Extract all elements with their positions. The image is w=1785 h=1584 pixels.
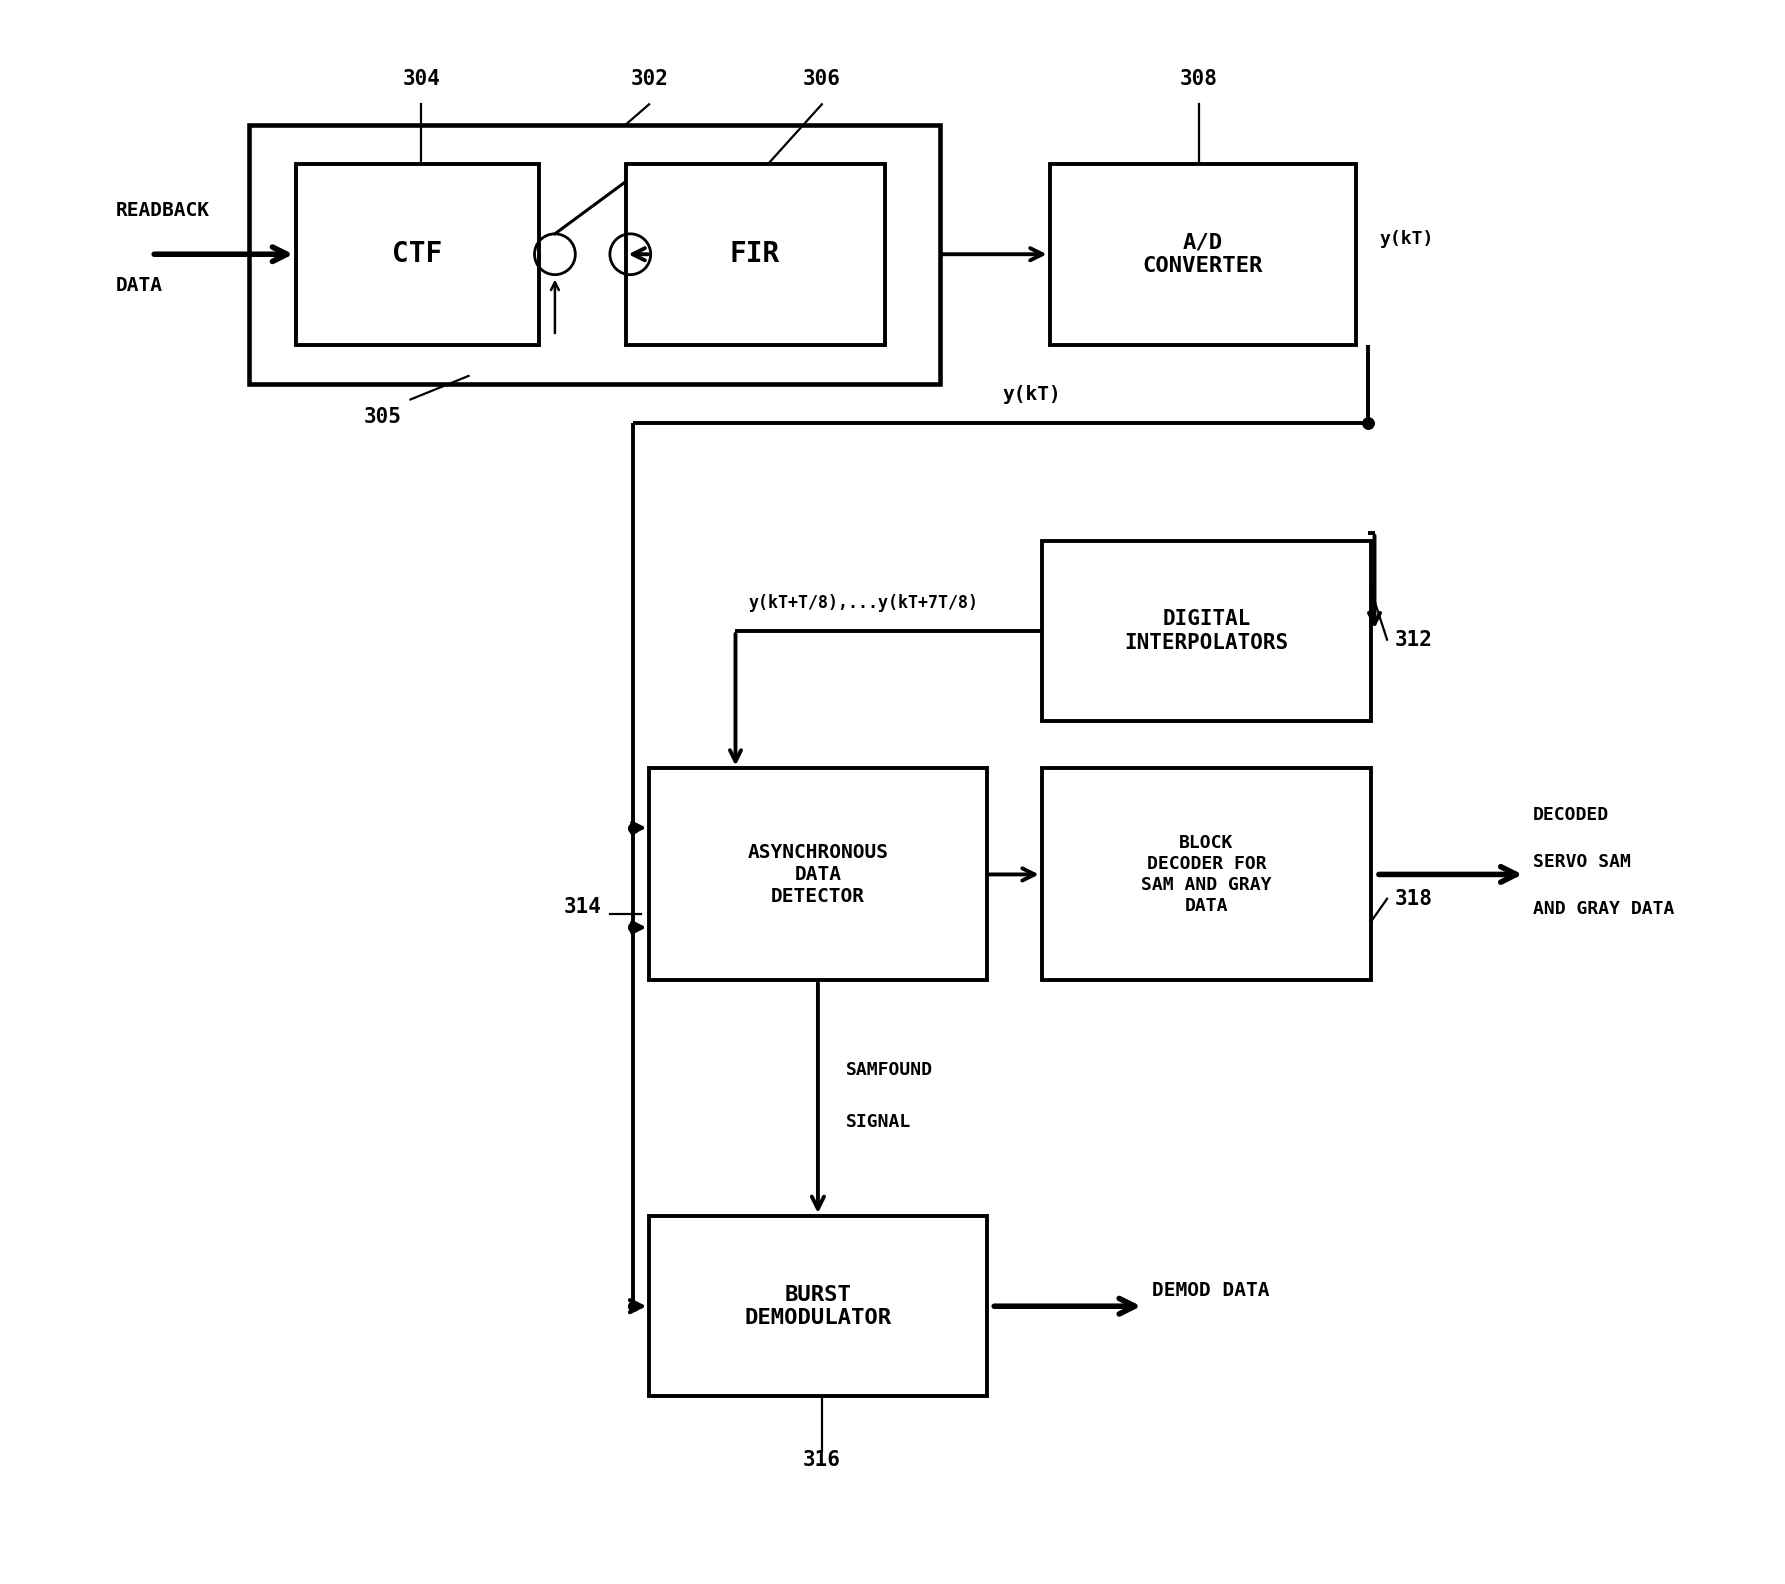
Text: FIR: FIR <box>730 241 780 268</box>
Text: DATA: DATA <box>116 276 162 295</box>
Text: SAMFOUND: SAMFOUND <box>846 1061 934 1079</box>
Text: 312: 312 <box>1394 630 1433 649</box>
Text: SIGNAL: SIGNAL <box>846 1112 912 1131</box>
FancyBboxPatch shape <box>1042 768 1371 980</box>
Text: ASYNCHRONOUS
DATA
DETECTOR: ASYNCHRONOUS DATA DETECTOR <box>748 843 889 906</box>
Text: 302: 302 <box>630 68 668 89</box>
Text: BLOCK
DECODER FOR
SAM AND GRAY
DATA: BLOCK DECODER FOR SAM AND GRAY DATA <box>1141 835 1271 914</box>
Text: SERVO SAM: SERVO SAM <box>1533 852 1631 871</box>
Text: 314: 314 <box>564 897 602 917</box>
FancyBboxPatch shape <box>1042 540 1371 721</box>
Text: A/D
CONVERTER: A/D CONVERTER <box>1142 233 1262 276</box>
Text: DIGITAL
INTERPOLATORS: DIGITAL INTERPOLATORS <box>1125 610 1289 653</box>
Text: DEMOD DATA: DEMOD DATA <box>1151 1281 1269 1300</box>
Text: 304: 304 <box>403 68 441 89</box>
Text: y(kT+T/8),...y(kT+7T/8): y(kT+T/8),...y(kT+7T/8) <box>748 594 978 613</box>
Text: DECODED: DECODED <box>1533 806 1610 824</box>
Text: READBACK: READBACK <box>116 201 209 220</box>
Text: 318: 318 <box>1394 889 1433 909</box>
FancyBboxPatch shape <box>650 1217 987 1397</box>
Text: y(kT): y(kT) <box>1380 230 1433 247</box>
FancyBboxPatch shape <box>1050 165 1355 344</box>
FancyBboxPatch shape <box>625 165 885 344</box>
FancyBboxPatch shape <box>296 165 539 344</box>
Text: 308: 308 <box>1180 68 1217 89</box>
FancyBboxPatch shape <box>650 768 987 980</box>
Text: 305: 305 <box>364 407 402 428</box>
Text: BURST
DEMODULATOR: BURST DEMODULATOR <box>744 1285 891 1327</box>
Text: 316: 316 <box>803 1451 841 1470</box>
Text: AND GRAY DATA: AND GRAY DATA <box>1533 900 1674 919</box>
Text: 306: 306 <box>803 68 841 89</box>
FancyBboxPatch shape <box>248 125 939 383</box>
Text: y(kT): y(kT) <box>1003 385 1062 404</box>
Text: CTF: CTF <box>393 241 443 268</box>
